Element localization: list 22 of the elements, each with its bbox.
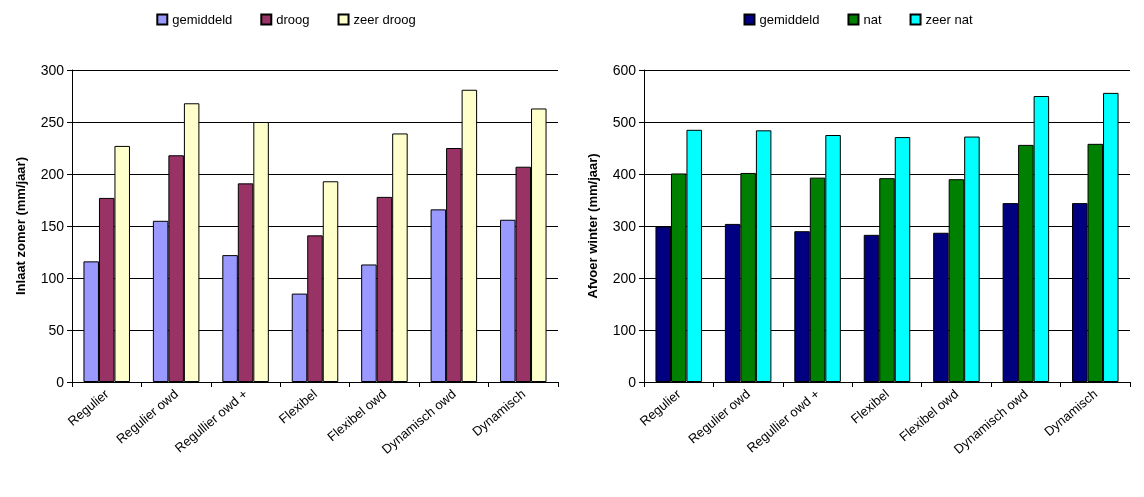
y-tick-label: 50 — [48, 322, 65, 338]
y-tick-label: 200 — [40, 166, 65, 182]
y-tick-label: 300 — [40, 62, 65, 78]
y-tick-label: 100 — [612, 322, 637, 338]
y-tick-label: 100 — [40, 270, 65, 286]
legend-label: gemiddeld — [172, 12, 233, 27]
y-tick-label: 500 — [612, 114, 637, 130]
y-axis-title: Afvoer winter (mm/jaar) — [585, 153, 600, 299]
y-tick-label: 150 — [40, 218, 65, 234]
y-tick-label: 400 — [612, 166, 637, 182]
y-tick-label: 600 — [612, 62, 637, 78]
legend-label: gemiddeld — [759, 12, 820, 27]
y-tick-label: 200 — [612, 270, 637, 286]
legend-label: zeer nat — [925, 12, 973, 27]
legend-label: droog — [276, 12, 310, 27]
y-tick-label: 0 — [628, 374, 637, 390]
y-tick-label: 0 — [56, 374, 65, 390]
y-tick-label: 300 — [612, 218, 637, 234]
legend-label: nat — [863, 12, 882, 27]
y-axis-title: Inlaat zomer (mm/jaar) — [13, 157, 28, 295]
legend-label: zeer droog — [353, 12, 416, 27]
y-tick-label: 250 — [40, 114, 65, 130]
